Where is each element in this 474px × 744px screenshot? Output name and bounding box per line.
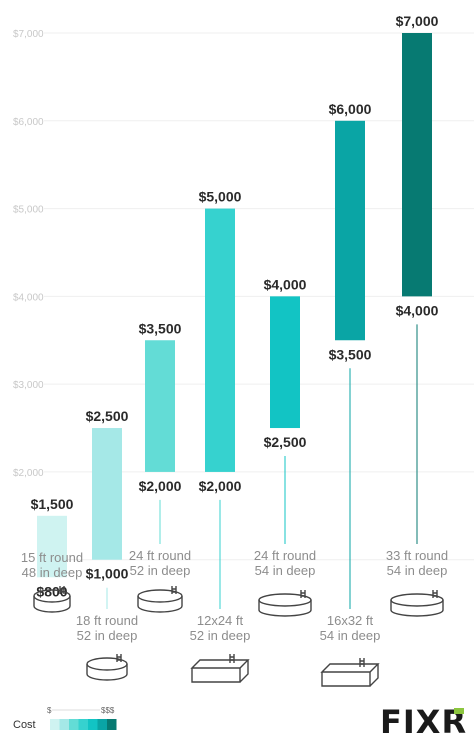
legend-swatch: [69, 719, 79, 730]
legend-low-label: $: [47, 706, 52, 715]
y-tick-label: $3,000: [13, 380, 44, 391]
category-label-line1: 24 ft round: [254, 548, 316, 563]
round-pool-icon: [258, 590, 312, 617]
pool-icons: [33, 586, 444, 687]
range-bar: [270, 296, 300, 429]
round-pool-icon: [33, 586, 71, 613]
logo-accent: [454, 708, 464, 714]
category-label-line2: 54 in deep: [320, 628, 381, 643]
low-value-label: $2,500: [264, 434, 307, 450]
category-label-line1: 33 ft round: [386, 548, 448, 563]
range-bar: [145, 340, 175, 472]
category-label-line2: 54 in deep: [255, 563, 316, 578]
category-label-line2: 52 in deep: [77, 628, 138, 643]
round-pool-icon: [137, 586, 183, 613]
y-tick-label: $6,000: [13, 117, 44, 128]
category-label-line1: 15 ft round: [21, 550, 83, 565]
category-label-line1: 16x32 ft: [327, 613, 374, 628]
logo-wordmark: FIXR: [380, 703, 467, 741]
value-labels: $1,500$800$2,500$1,000$3,500$2,000$5,000…: [31, 13, 439, 599]
bars: [37, 33, 432, 578]
y-tick-label: $5,000: [13, 205, 44, 216]
category-label-line1: 24 ft round: [129, 548, 191, 563]
legend-swatch: [88, 719, 98, 730]
low-value-label: $4,000: [396, 302, 439, 318]
legend-swatch: [78, 719, 88, 730]
range-bar: [92, 428, 122, 560]
low-value-label: $2,000: [199, 478, 242, 494]
high-value-label: $4,000: [264, 276, 307, 292]
high-value-label: $1,500: [31, 496, 74, 512]
y-tick-label: $7,000: [13, 29, 44, 40]
category-label-line2: 52 in deep: [130, 563, 191, 578]
category-label-line2: 48 in deep: [22, 565, 83, 580]
legend-swatch: [107, 719, 117, 730]
legend-swatches: [50, 719, 117, 730]
low-value-label: $3,500: [329, 346, 372, 362]
range-bar: [205, 208, 235, 472]
cost-legend: Cost $ $$$: [13, 706, 117, 731]
high-value-label: $7,000: [396, 13, 439, 29]
round-pool-icon: [390, 590, 444, 617]
high-value-label: $5,000: [199, 189, 242, 205]
legend-swatch: [59, 719, 69, 730]
category-label-line2: 54 in deep: [387, 563, 448, 578]
category-label-line2: 52 in deep: [190, 628, 251, 643]
high-value-label: $2,500: [86, 408, 129, 424]
high-value-label: $3,500: [139, 320, 182, 336]
range-bar: [37, 515, 67, 578]
legend-swatch: [50, 719, 60, 730]
rectangular-pool-icon: [320, 658, 380, 687]
y-axis-ticks: $2,000 $3,000 $4,000 $5,000 $6,000 $7,000: [13, 29, 44, 479]
category-label-line1: 12x24 ft: [197, 613, 244, 628]
y-tick-label: $4,000: [13, 292, 44, 303]
category-label-line1: 18 ft round: [76, 613, 138, 628]
connector-lines: [106, 324, 418, 609]
legend-swatch: [97, 719, 107, 730]
high-value-label: $6,000: [329, 101, 372, 117]
range-bar: [402, 33, 432, 297]
range-bar: [335, 120, 365, 341]
rectangular-pool-icon: [190, 654, 250, 683]
low-value-label: $1,000: [86, 566, 129, 582]
fixr-logo: FIXR: [380, 703, 467, 741]
y-tick-label: $2,000: [13, 468, 44, 479]
legend-title: Cost: [13, 719, 36, 731]
legend-high-label: $$$: [101, 706, 115, 715]
round-pool-icon: [86, 654, 128, 681]
low-value-label: $2,000: [139, 478, 182, 494]
